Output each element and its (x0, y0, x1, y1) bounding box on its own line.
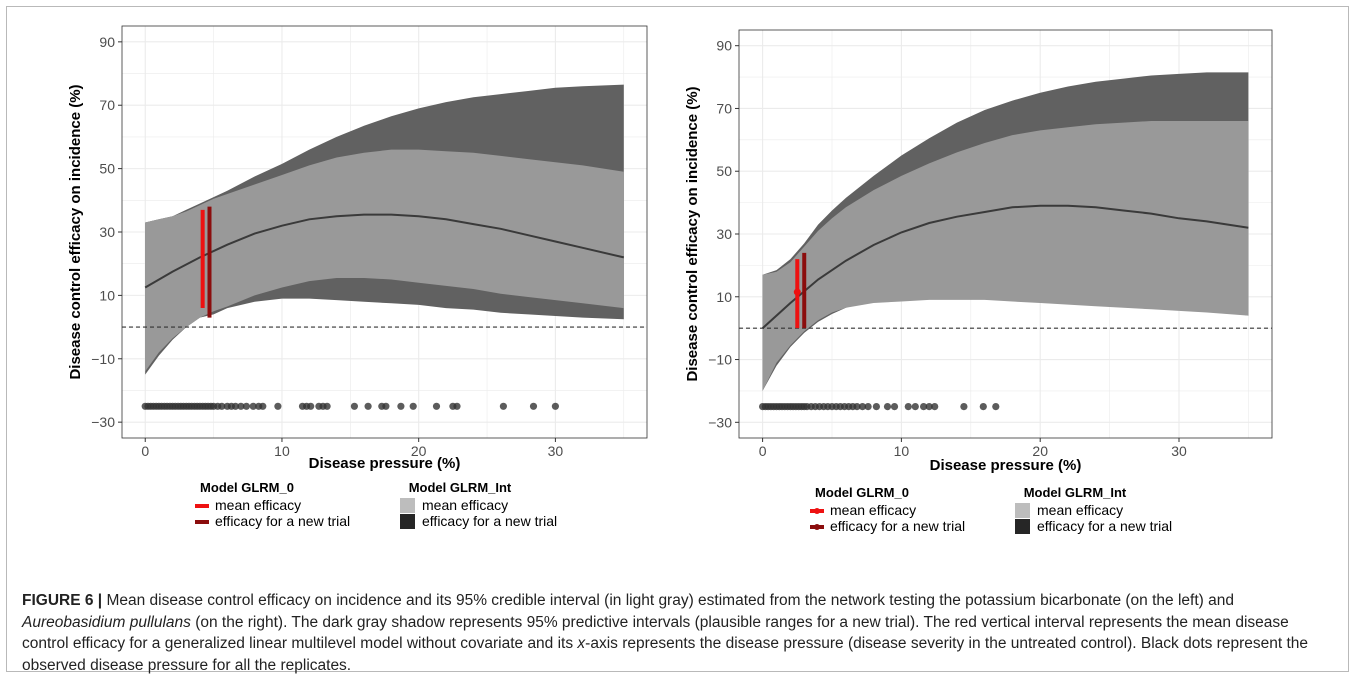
observed-point (872, 403, 881, 411)
legend-title-glrmint: Model GLRM_Int (1024, 485, 1127, 500)
observed-point (883, 403, 892, 411)
y-tick-label: −30 (91, 414, 115, 430)
legend-title-glrm0: Model GLRM_0 (815, 485, 909, 500)
x-tick-label: 30 (1171, 443, 1187, 459)
observed-point (307, 402, 315, 410)
observed-point (858, 403, 867, 411)
y-tick-label: 10 (99, 287, 115, 303)
legend-key-gray (1015, 503, 1030, 518)
legend-title-glrm0: Model GLRM_0 (200, 480, 294, 495)
observed-point (364, 402, 372, 410)
y-tick-label: 50 (99, 161, 115, 177)
y-tick-label: −10 (91, 351, 115, 367)
x-tick-label: 20 (1032, 443, 1048, 459)
observed-point (499, 402, 507, 410)
y-tick-label: 50 (716, 163, 732, 179)
figure-charts: 0 10 20 30 −30 −10 10 30 50 70 90 Disease pressure … (67, 25, 1273, 534)
x-tick-label: 0 (759, 443, 767, 459)
observed-point (249, 402, 257, 410)
observed-point (350, 402, 358, 410)
legend-label: efficacy for a new trial (422, 513, 557, 529)
x-axis-title: Disease pressure (%) (930, 457, 1082, 474)
x-tick-label: 20 (411, 443, 427, 459)
legend-key-point (814, 508, 820, 514)
observed-point (931, 403, 939, 411)
legend-label: mean efficacy (1037, 502, 1123, 518)
legend-label: mean efficacy (215, 497, 301, 513)
x-tick-label: 10 (274, 443, 290, 459)
y-tick-label: 90 (716, 38, 732, 54)
caption-text: (on the right). The dark gray shadow rep… (22, 613, 1289, 653)
y-tick-label: −10 (708, 352, 732, 368)
x-axis-title: Disease pressure (%) (309, 455, 461, 472)
observed-point (453, 402, 461, 410)
legend-key-gray (1015, 519, 1030, 534)
caption-text: Aureobasidium pullulans (22, 613, 191, 631)
right-panel: 0 10 20 30 −30 −10 10 30 50 70 90 Disease pressure … (684, 29, 1273, 534)
y-axis-title: Disease control efficacy on incidence (%… (684, 86, 701, 381)
observed-point (853, 403, 861, 411)
left-panel: 0 10 20 30 −30 −10 10 30 50 70 90 Disease pressure … (67, 25, 648, 529)
glrm-mean-point (793, 288, 801, 296)
observed-point (237, 402, 245, 410)
legend-label: efficacy for a new trial (215, 513, 350, 529)
caption-body: Mean disease control efficacy on inciden… (22, 592, 1308, 674)
figure-caption: FIGURE 6 | Mean disease control efficacy… (22, 590, 1332, 676)
caption-label: FIGURE 6 | (22, 592, 103, 609)
y-axis-title: Disease control efficacy on incidence (%… (67, 84, 84, 379)
x-tick-label: 10 (894, 443, 910, 459)
observed-point (432, 402, 441, 410)
observed-point (864, 403, 872, 411)
legend-key-gray (400, 498, 415, 513)
observed-point (551, 402, 560, 410)
observed-point (397, 402, 405, 410)
x-tick-label: 30 (548, 443, 564, 459)
caption-text: -axis represents the disease pressure (d… (22, 635, 1309, 674)
caption-text: Mean disease control efficacy on inciden… (102, 592, 1234, 609)
observed-point (382, 402, 390, 410)
observed-point (979, 403, 987, 411)
y-tick-label: 30 (99, 224, 115, 240)
observed-point (218, 402, 226, 410)
legend-label: mean efficacy (830, 502, 916, 518)
observed-point (242, 402, 250, 410)
y-tick-label: 70 (716, 100, 732, 116)
observed-point (904, 403, 912, 411)
observed-point (992, 403, 1000, 411)
legend-key-point (814, 524, 820, 530)
y-tick-label: 90 (99, 34, 115, 50)
observed-point (409, 402, 417, 410)
observed-point (920, 403, 928, 411)
legend-label: mean efficacy (422, 497, 508, 513)
legend-title-glrmint: Model GLRM_Int (409, 480, 512, 495)
y-tick-label: 10 (716, 289, 732, 305)
mean-efficacy-curve (144, 213, 625, 289)
mean-efficacy-curve (761, 204, 1249, 329)
y-tick-label: −30 (708, 414, 732, 430)
y-tick-label: 30 (716, 226, 732, 242)
observed-point (323, 402, 331, 410)
y-tick-label: 70 (99, 97, 115, 113)
credible-interval-band (145, 149, 624, 372)
observed-point (274, 402, 282, 410)
credible-interval-band (762, 121, 1249, 391)
legend-label: efficacy for a new trial (830, 518, 965, 534)
observed-point (529, 402, 538, 410)
legend-label: efficacy for a new trial (1037, 518, 1172, 534)
x-tick-label: 0 (141, 443, 149, 459)
legend-key-gray (400, 514, 415, 529)
observed-point (960, 403, 968, 411)
observed-point (259, 402, 267, 410)
observed-point (925, 403, 933, 411)
observed-point (911, 403, 919, 411)
caption-text: x (577, 635, 586, 653)
observed-point (231, 402, 240, 410)
observed-point (890, 403, 899, 411)
